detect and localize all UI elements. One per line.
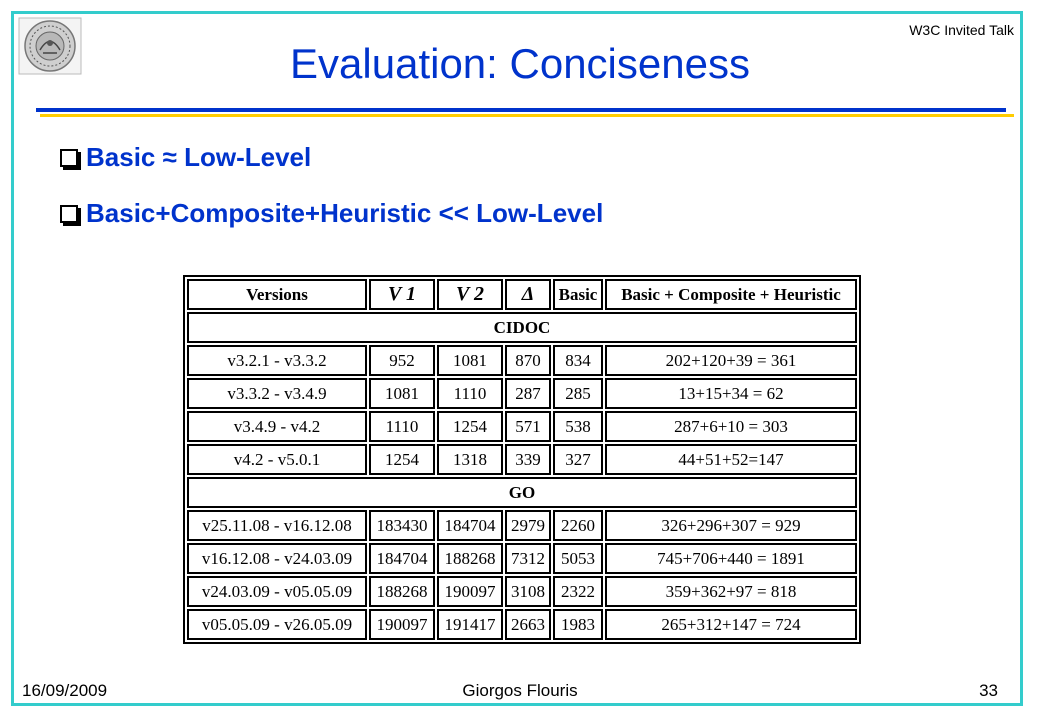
header-versions: Versions bbox=[187, 279, 367, 310]
table-cell: 3108 bbox=[505, 576, 551, 607]
table-cell: 287 bbox=[505, 378, 551, 409]
table-row: v3.2.1 - v3.3.2 952 1081 870 834 202+120… bbox=[187, 345, 857, 376]
table-cell: 2322 bbox=[553, 576, 603, 607]
section-title-cidoc: CIDOC bbox=[187, 312, 857, 343]
section-title-go: GO bbox=[187, 477, 857, 508]
title-divider-accent bbox=[40, 114, 1014, 117]
checkbox-bullet-icon bbox=[60, 148, 81, 170]
section-row: GO bbox=[187, 477, 857, 508]
table-cell: 202+120+39 = 361 bbox=[605, 345, 857, 376]
table-cell: 339 bbox=[505, 444, 551, 475]
table-cell: 571 bbox=[505, 411, 551, 442]
table-cell: 13+15+34 = 62 bbox=[605, 378, 857, 409]
header-v2: V 2 bbox=[437, 279, 503, 310]
table-row: v24.03.09 - v05.05.09 188268 190097 3108… bbox=[187, 576, 857, 607]
table-cell: 183430 bbox=[369, 510, 435, 541]
event-label: W3C Invited Talk bbox=[909, 22, 1014, 38]
section-row: CIDOC bbox=[187, 312, 857, 343]
table-cell: v24.03.09 - v05.05.09 bbox=[187, 576, 367, 607]
table-cell: v3.3.2 - v3.4.9 bbox=[187, 378, 367, 409]
table-cell: 188268 bbox=[437, 543, 503, 574]
table-row: v4.2 - v5.0.1 1254 1318 339 327 44+51+52… bbox=[187, 444, 857, 475]
table-cell: 184704 bbox=[369, 543, 435, 574]
table-cell: v3.2.1 - v3.3.2 bbox=[187, 345, 367, 376]
slide-frame bbox=[11, 11, 1023, 706]
checkbox-bullet-icon bbox=[60, 204, 81, 226]
table-cell: 2663 bbox=[505, 609, 551, 640]
table-cell: 1254 bbox=[437, 411, 503, 442]
table-cell: 7312 bbox=[505, 543, 551, 574]
page-number: 33 bbox=[979, 681, 998, 700]
table-cell: 1110 bbox=[369, 411, 435, 442]
table-cell: 359+362+97 = 818 bbox=[605, 576, 857, 607]
table-row: v3.3.2 - v3.4.9 1081 1110 287 285 13+15+… bbox=[187, 378, 857, 409]
table-cell: 1983 bbox=[553, 609, 603, 640]
table-row: v16.12.08 - v24.03.09 184704 188268 7312… bbox=[187, 543, 857, 574]
title-divider bbox=[36, 108, 1006, 112]
table-cell: 834 bbox=[553, 345, 603, 376]
table-cell: 326+296+307 = 929 bbox=[605, 510, 857, 541]
table-header-row: Versions V 1 V 2 Δ Basic Basic + Composi… bbox=[187, 279, 857, 310]
table-cell: 188268 bbox=[369, 576, 435, 607]
table-cell: 2979 bbox=[505, 510, 551, 541]
table-cell: 745+706+440 = 1891 bbox=[605, 543, 857, 574]
table-cell: 1081 bbox=[369, 378, 435, 409]
table-cell: 190097 bbox=[369, 609, 435, 640]
header-delta: Δ bbox=[505, 279, 551, 310]
table-cell: v25.11.08 - v16.12.08 bbox=[187, 510, 367, 541]
table-cell: v4.2 - v5.0.1 bbox=[187, 444, 367, 475]
table-cell: 44+51+52=147 bbox=[605, 444, 857, 475]
table-cell: 1254 bbox=[369, 444, 435, 475]
table-cell: v3.4.9 - v4.2 bbox=[187, 411, 367, 442]
table-cell: 190097 bbox=[437, 576, 503, 607]
table-cell: v16.12.08 - v24.03.09 bbox=[187, 543, 367, 574]
table-cell: 285 bbox=[553, 378, 603, 409]
table-cell: 1318 bbox=[437, 444, 503, 475]
university-seal-logo bbox=[18, 17, 82, 75]
table-row: v05.05.09 - v26.05.09 190097 191417 2663… bbox=[187, 609, 857, 640]
table-cell: 184704 bbox=[437, 510, 503, 541]
table-cell: 538 bbox=[553, 411, 603, 442]
table-cell: 870 bbox=[505, 345, 551, 376]
table-row: v3.4.9 - v4.2 1110 1254 571 538 287+6+10… bbox=[187, 411, 857, 442]
table-cell: 327 bbox=[553, 444, 603, 475]
bullet-item: Basic+Composite+Heuristic << Low-Level bbox=[60, 198, 603, 229]
footer-author: Giorgos Flouris bbox=[462, 681, 578, 700]
table-cell: v05.05.09 - v26.05.09 bbox=[187, 609, 367, 640]
table-cell: 5053 bbox=[553, 543, 603, 574]
bullet-text: Basic+Composite+Heuristic << Low-Level bbox=[86, 198, 604, 228]
table-cell: 191417 bbox=[437, 609, 503, 640]
table-cell: 952 bbox=[369, 345, 435, 376]
table-cell: 2260 bbox=[553, 510, 603, 541]
table-cell: 1110 bbox=[437, 378, 503, 409]
header-v1: V 1 bbox=[369, 279, 435, 310]
header-basic-composite-heuristic: Basic + Composite + Heuristic bbox=[605, 279, 857, 310]
bullet-text: Basic ≈ Low-Level bbox=[86, 142, 312, 172]
footer-date: 16/09/2009 bbox=[22, 681, 108, 700]
table-row: v25.11.08 - v16.12.08 183430 184704 2979… bbox=[187, 510, 857, 541]
table-cell: 287+6+10 = 303 bbox=[605, 411, 857, 442]
table-cell: 265+312+147 = 724 bbox=[605, 609, 857, 640]
table-cell: 1081 bbox=[437, 345, 503, 376]
header-basic: Basic bbox=[553, 279, 603, 310]
slide-title: Evaluation: Conciseness bbox=[290, 40, 750, 87]
bullet-item: Basic ≈ Low-Level bbox=[60, 142, 311, 173]
conciseness-table: Versions V 1 V 2 Δ Basic Basic + Composi… bbox=[183, 275, 861, 644]
